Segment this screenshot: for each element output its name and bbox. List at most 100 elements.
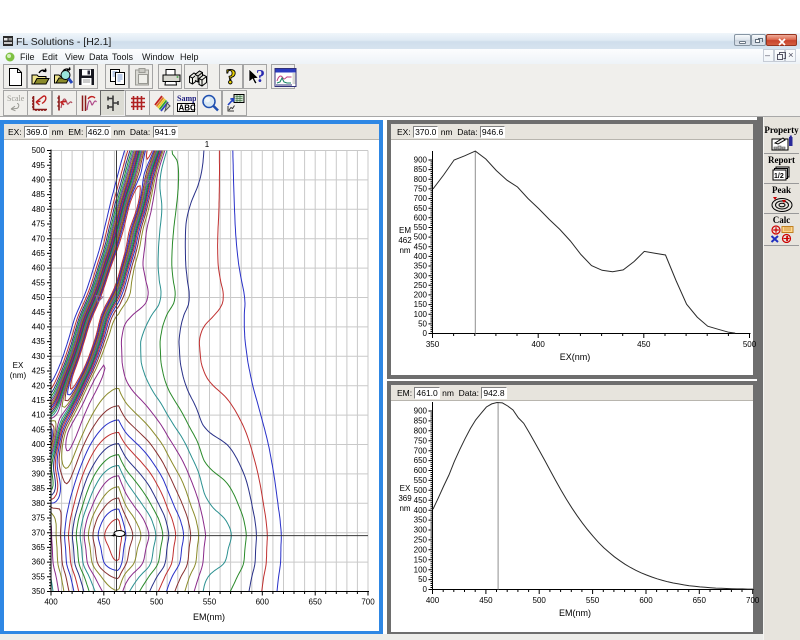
svg-text:50: 50	[418, 320, 427, 329]
svg-text:480: 480	[32, 205, 46, 214]
svg-text:460: 460	[32, 264, 46, 273]
svg-text:700: 700	[414, 194, 428, 203]
svg-text:420: 420	[32, 381, 46, 390]
svg-text:EX(nm): EX(nm)	[560, 352, 591, 362]
svg-text:150: 150	[414, 300, 428, 309]
svg-text:350: 350	[426, 340, 440, 349]
svg-text:500: 500	[150, 598, 164, 607]
svg-text:600: 600	[256, 598, 270, 607]
svg-text:nm: nm	[399, 504, 410, 513]
svg-text:400: 400	[414, 252, 428, 261]
svg-text:369: 369	[398, 494, 412, 503]
svg-text:455: 455	[32, 278, 46, 287]
svg-text:350: 350	[414, 262, 428, 271]
svg-text:Scale: Scale	[7, 94, 25, 103]
svg-text:500: 500	[533, 596, 547, 605]
svg-text:400: 400	[532, 340, 546, 349]
svg-text:EM: EM	[399, 226, 411, 235]
svg-text:350: 350	[32, 587, 46, 596]
svg-text:475: 475	[32, 220, 46, 229]
svg-text:700: 700	[414, 446, 428, 455]
svg-text:EM(nm): EM(nm)	[193, 612, 225, 622]
svg-text:550: 550	[414, 223, 428, 232]
svg-text:1: 1	[205, 140, 210, 149]
svg-text:600: 600	[414, 466, 428, 475]
svg-text:700: 700	[361, 598, 375, 607]
svg-text:500: 500	[414, 233, 428, 242]
svg-text:300: 300	[414, 271, 428, 280]
svg-text:400: 400	[44, 598, 58, 607]
svg-text:nm: nm	[399, 246, 410, 255]
svg-text:465: 465	[32, 249, 46, 258]
svg-text:EX: EX	[13, 361, 24, 370]
svg-text:430: 430	[32, 352, 46, 361]
svg-text:450: 450	[479, 596, 493, 605]
svg-text:900: 900	[414, 407, 428, 416]
svg-text:650: 650	[309, 598, 323, 607]
svg-text:650: 650	[414, 204, 428, 213]
svg-text:390: 390	[32, 470, 46, 479]
svg-text:425: 425	[32, 367, 46, 376]
svg-text:485: 485	[32, 190, 46, 199]
svg-text:450: 450	[637, 340, 651, 349]
svg-text:200: 200	[414, 291, 428, 300]
svg-text:440: 440	[32, 323, 46, 332]
svg-text:415: 415	[32, 396, 46, 405]
svg-text:ABC: ABC	[179, 104, 197, 113]
svg-text:495: 495	[32, 161, 46, 170]
svg-text:250: 250	[414, 281, 428, 290]
svg-text:435: 435	[32, 337, 46, 346]
svg-text:550: 550	[414, 476, 428, 485]
svg-text:?: ?	[226, 67, 237, 87]
svg-text:650: 650	[693, 596, 707, 605]
svg-text:550: 550	[203, 598, 217, 607]
svg-text:600: 600	[414, 213, 428, 222]
svg-text:750: 750	[414, 185, 428, 194]
svg-text:200: 200	[414, 545, 428, 554]
svg-text:500: 500	[743, 340, 757, 349]
svg-text:500: 500	[414, 486, 428, 495]
svg-text:550: 550	[586, 596, 600, 605]
svg-text:150: 150	[414, 555, 428, 564]
svg-text:100: 100	[414, 565, 428, 574]
svg-text:500: 500	[32, 146, 46, 155]
svg-text:250: 250	[414, 536, 428, 545]
svg-text:360: 360	[32, 558, 46, 567]
svg-text:?: ?	[256, 67, 265, 86]
svg-text:750: 750	[414, 436, 428, 445]
svg-text:450: 450	[97, 598, 111, 607]
svg-text:1/2: 1/2	[774, 173, 784, 180]
svg-text:700: 700	[746, 596, 760, 605]
svg-text:800: 800	[414, 426, 428, 435]
svg-text:470: 470	[32, 234, 46, 243]
svg-text:600: 600	[639, 596, 653, 605]
svg-text:395: 395	[32, 455, 46, 464]
svg-text:462: 462	[398, 236, 412, 245]
svg-text:385: 385	[32, 484, 46, 493]
svg-text:(nm): (nm)	[10, 371, 27, 380]
svg-text:50: 50	[418, 575, 427, 584]
svg-text:450: 450	[414, 242, 428, 251]
svg-text:490: 490	[32, 176, 46, 185]
svg-text:375: 375	[32, 514, 46, 523]
svg-text:900: 900	[414, 156, 428, 165]
svg-text:355: 355	[32, 572, 46, 581]
svg-text:445: 445	[32, 308, 46, 317]
svg-text:410: 410	[32, 411, 46, 420]
svg-text:450: 450	[32, 293, 46, 302]
svg-text:400: 400	[414, 506, 428, 515]
svg-text:Samp: Samp	[177, 94, 196, 103]
svg-text:650: 650	[414, 456, 428, 465]
svg-text:850: 850	[414, 417, 428, 426]
svg-text:380: 380	[32, 499, 46, 508]
svg-text:800: 800	[414, 175, 428, 184]
svg-text:0: 0	[423, 329, 428, 338]
svg-text:EM(nm): EM(nm)	[559, 608, 591, 618]
svg-text:300: 300	[414, 526, 428, 535]
svg-text:405: 405	[32, 425, 46, 434]
svg-text:365: 365	[32, 543, 46, 552]
svg-text:EX: EX	[400, 484, 411, 493]
svg-text:350: 350	[414, 516, 428, 525]
svg-text:450: 450	[414, 496, 428, 505]
svg-text:850: 850	[414, 165, 428, 174]
